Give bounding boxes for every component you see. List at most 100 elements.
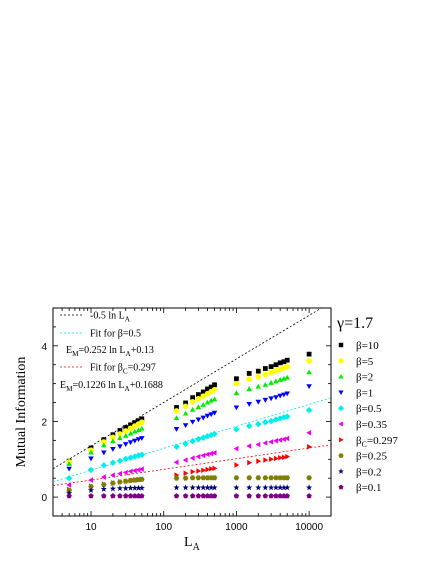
point-s8-9 <box>138 484 145 491</box>
point-s4-22 <box>267 417 275 425</box>
point-s6-21 <box>263 457 269 463</box>
point-s9-13 <box>195 493 202 499</box>
point-s5-19 <box>246 443 252 449</box>
point-s8-4 <box>116 485 124 491</box>
point-s2-2 <box>101 442 107 448</box>
point-s3-5 <box>122 442 129 447</box>
point-s3-20 <box>255 399 262 405</box>
point-s3-15 <box>204 413 211 419</box>
point-s2-7 <box>131 428 138 434</box>
point-s6-16 <box>209 465 215 472</box>
point-s0-8 <box>136 418 141 424</box>
point-s3-22 <box>268 396 274 402</box>
point-s2-12 <box>189 406 196 412</box>
x-tick-label: 100 <box>155 522 172 533</box>
inner-legend-label-1: Fit for β=0.5 <box>90 329 141 340</box>
point-s7-6 <box>127 478 134 483</box>
point-s3-14 <box>200 415 207 421</box>
point-s5-1 <box>88 477 94 483</box>
point-s9-24 <box>277 493 283 499</box>
point-s8-8 <box>135 484 142 491</box>
point-s8-5 <box>122 485 129 491</box>
point-s5-13 <box>195 453 201 460</box>
point-s5-14 <box>200 452 206 459</box>
point-s4-21 <box>262 418 269 426</box>
point-s3-17 <box>211 410 218 416</box>
point-s5-2 <box>101 474 106 480</box>
point-s3-19 <box>246 402 253 407</box>
point-s2-17 <box>211 396 218 402</box>
point-s8-19 <box>246 484 253 491</box>
point-s6-19 <box>247 459 253 466</box>
legend-marker-3 <box>338 390 344 395</box>
point-s4-0 <box>65 474 73 482</box>
point-s3-24 <box>277 393 283 399</box>
point-s7-1 <box>88 484 94 489</box>
point-s4-4 <box>116 457 124 465</box>
point-s5-0 <box>66 482 72 488</box>
point-s0-4 <box>117 428 123 433</box>
point-s1-27 <box>306 358 312 364</box>
point-s1-9 <box>139 419 145 426</box>
point-s1-6 <box>127 425 134 432</box>
point-s6-26 <box>285 453 291 460</box>
point-s1-23 <box>273 367 279 374</box>
point-s5-17 <box>211 450 217 456</box>
point-s0-9 <box>139 416 145 422</box>
point-s1-12 <box>189 398 196 405</box>
point-s4-3 <box>109 459 117 466</box>
legend-label-9: β=0.1 <box>356 482 382 494</box>
point-s9-10 <box>173 493 180 499</box>
x-tick-label: 10000 <box>295 522 323 533</box>
axis-ticks: 10 100 1000 10000 0 2 4 <box>41 308 331 533</box>
point-s9-3 <box>110 493 116 499</box>
point-s0-14 <box>200 389 206 395</box>
point-s7-10 <box>173 475 180 481</box>
point-s5-27 <box>306 430 312 436</box>
point-s8-27 <box>306 484 313 491</box>
point-s8-2 <box>100 485 107 492</box>
point-s4-12 <box>189 437 196 445</box>
point-s7-14 <box>200 475 207 481</box>
point-s4-17 <box>211 430 218 438</box>
point-s9-17 <box>211 493 218 499</box>
point-s8-15 <box>204 484 211 491</box>
point-s1-26 <box>284 363 291 370</box>
point-s8-6 <box>127 484 134 491</box>
point-s5-21 <box>262 440 268 446</box>
point-s4-9 <box>138 451 146 458</box>
point-s6-13 <box>196 468 202 474</box>
point-s5-15 <box>204 451 210 458</box>
point-s9-12 <box>189 493 196 499</box>
outer-legend: γ=1.7 β=10 β=5 β=2 β=1 β=0.5 β=0.35 βC=0.297 β=0… <box>336 315 398 494</box>
point-s7-12 <box>189 475 196 481</box>
point-s5-25 <box>281 436 286 443</box>
point-s3-4 <box>117 444 123 450</box>
point-s5-24 <box>277 437 283 443</box>
point-s8-21 <box>262 484 269 491</box>
point-s6-25 <box>281 454 287 461</box>
point-s0-18 <box>234 376 239 382</box>
legend-marker-6 <box>339 437 344 443</box>
point-s1-21 <box>262 371 269 378</box>
point-s7-11 <box>182 475 189 481</box>
point-s5-12 <box>189 455 195 461</box>
point-s4-2 <box>100 462 108 469</box>
point-s9-7 <box>132 493 138 499</box>
point-s0-11 <box>183 400 188 406</box>
point-s0-20 <box>255 368 261 374</box>
point-s5-16 <box>208 450 214 457</box>
point-s1-4 <box>117 431 123 437</box>
point-s9-9 <box>139 493 145 499</box>
point-s7-15 <box>204 475 211 481</box>
point-s5-7 <box>131 467 137 474</box>
point-s1-20 <box>255 374 262 380</box>
point-s8-17 <box>211 484 218 491</box>
point-s5-18 <box>233 445 239 452</box>
point-s6-15 <box>205 466 211 473</box>
point-s8-23 <box>272 484 280 491</box>
point-s2-19 <box>246 386 253 391</box>
point-s9-21 <box>262 493 269 499</box>
point-s9-23 <box>273 493 279 499</box>
legend-label-6: βC=0.297 <box>356 435 398 449</box>
